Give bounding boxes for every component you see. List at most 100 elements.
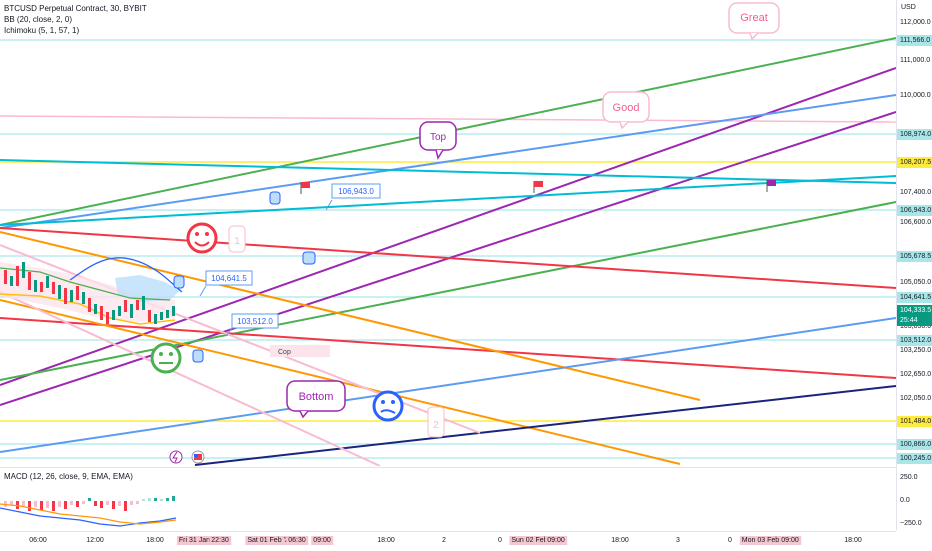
horizontal-levels — [0, 39, 896, 459]
trendline-red-lower — [0, 317, 896, 379]
time-label: 2 — [442, 537, 446, 544]
macd-pane[interactable] — [0, 468, 896, 530]
macd-axis-label: −250.0 — [900, 520, 922, 527]
great-bubble[interactable]: Great — [728, 2, 780, 41]
top-label: Top — [430, 132, 447, 143]
price-label: 105,050.0 — [900, 279, 932, 286]
price-tag[interactable]: 111,566.0 — [897, 35, 932, 46]
flag-icon-purple[interactable] — [766, 180, 776, 192]
price-tag[interactable]: 101,484.0 — [897, 416, 932, 427]
trendline-purple-upper — [0, 67, 896, 386]
ichimoku-cloud — [115, 275, 180, 302]
pane-separator[interactable] — [0, 467, 932, 468]
marker-1[interactable]: 1 — [228, 225, 246, 253]
svg-text:103,512.0: 103,512.0 — [237, 317, 273, 326]
trendline-blue-upper — [0, 94, 896, 229]
price-tag[interactable]: 100,866.0 — [897, 439, 932, 450]
trendline-red-upper — [0, 227, 896, 289]
callout-104641[interactable]: 104,641.5 — [199, 270, 253, 297]
price-tag[interactable]: 104,333.5 — [897, 305, 932, 316]
great-label: Great — [740, 12, 768, 24]
price-label: 106,600.0 — [900, 219, 932, 226]
time-label: 12:00 — [86, 537, 104, 544]
trendline-teal-falling — [0, 159, 896, 184]
macd-legend[interactable]: MACD (12, 26, close, 9, EMA, EMA) — [4, 471, 133, 482]
symbol-title[interactable]: BTCUSD Perpetual Contract, 30, BYBIT — [4, 4, 147, 13]
svg-text:2: 2 — [433, 420, 439, 431]
trendline-teal-rising — [0, 175, 896, 226]
top-bubble[interactable]: Top — [419, 121, 457, 160]
trendline-orange-upper — [0, 231, 701, 401]
time-label: 18:00 — [844, 537, 862, 544]
time-label: Sat 01 Feb '25 — [245, 536, 295, 545]
cop-label-box[interactable]: Cop — [270, 345, 330, 357]
price-label: 107,400.0 — [900, 189, 932, 196]
ichimoku-indicator-label[interactable]: Ichimoku (5, 1, 57, 1) — [4, 26, 80, 35]
main-chart-canvas[interactable]: Great Good Top Bottom 106,943.0 104,641.… — [0, 0, 896, 466]
price-label: 112,000.0 — [900, 19, 931, 26]
thumb-icon-1[interactable] — [269, 191, 281, 205]
bottom-bubble[interactable]: Bottom — [286, 380, 346, 419]
macd-axis-label: 0.0 — [900, 497, 910, 504]
time-label: 09:00 — [779, 536, 801, 545]
macd-line — [0, 507, 177, 527]
thumb-icon-2[interactable] — [302, 251, 316, 265]
trend-lines[interactable] — [0, 37, 896, 466]
bb-upper — [0, 267, 171, 301]
price-label: 102,050.0 — [900, 395, 932, 402]
confused-face-icon[interactable] — [372, 390, 404, 422]
trendline-blue-lower — [0, 317, 896, 453]
flag-icon-red-1[interactable] — [300, 182, 310, 194]
price-tag[interactable]: 104,641.5 — [897, 292, 932, 303]
price-candles — [0, 257, 183, 325]
price-tag[interactable]: 105,678.5 — [897, 251, 932, 262]
time-label: 3 — [676, 537, 680, 544]
signal-line — [0, 503, 177, 525]
time-label: 0 — [498, 537, 502, 544]
trendline-green-lower — [0, 201, 896, 381]
price-tag[interactable]: 108,207.5 — [897, 157, 932, 168]
callout-106943[interactable]: 106,943.0 — [325, 183, 381, 211]
bb-indicator-label[interactable]: BB (20, close, 2, 0) — [4, 15, 73, 24]
neutral-face-icon[interactable] — [150, 342, 182, 374]
time-label: Sun 02 Feb '25 — [509, 536, 561, 545]
price-tag[interactable]: 108,974.0 — [897, 129, 932, 140]
price-tag[interactable]: 100,245.0 — [897, 453, 932, 464]
price-tag[interactable]: 25:44 — [897, 315, 932, 326]
lightning-event-icon[interactable] — [169, 450, 183, 464]
time-label: 06:30 — [286, 536, 308, 545]
chart-legend: BTCUSD Perpetual Contract, 30, BYBIT BB … — [4, 3, 147, 36]
marker-2[interactable]: 2 — [427, 406, 445, 438]
macd-histogram — [4, 496, 175, 511]
flag-icon-red-2[interactable] — [533, 181, 543, 193]
price-axis[interactable]: USD — [896, 0, 932, 530]
good-bubble[interactable]: Good — [602, 91, 650, 130]
time-label: 18:00 — [377, 537, 395, 544]
price-label: 111,000.0 — [900, 57, 931, 64]
price-label: 102,650.0 — [900, 371, 932, 378]
price-label: 103,850.0 — [900, 323, 932, 330]
us-flag-event-icon[interactable] — [191, 450, 205, 464]
good-label: Good — [613, 102, 640, 114]
candles-bodies — [4, 262, 175, 324]
time-label: 06:00 — [29, 537, 47, 544]
thumb-icon-4[interactable] — [192, 349, 204, 363]
time-label: 09:00 — [311, 536, 333, 545]
currency-label: USD — [901, 4, 916, 11]
time-label: 09:00 — [545, 536, 567, 545]
thumb-icon-3[interactable] — [173, 275, 185, 289]
price-label: 103,250.0 — [900, 347, 932, 354]
svg-text:104,641.5: 104,641.5 — [211, 274, 247, 283]
price-tag[interactable]: 103,512.0 — [897, 335, 932, 346]
macd-axis-label: 250.0 — [900, 474, 918, 481]
happy-face-icon[interactable] — [186, 222, 218, 254]
callout-103512[interactable]: 103,512.0 — [225, 313, 279, 337]
trendline-navy — [194, 385, 896, 466]
price-label: 110,000.0 — [900, 92, 931, 99]
svg-text:1: 1 — [234, 236, 240, 247]
time-label: 22:30 — [209, 536, 231, 545]
macd-label[interactable]: MACD (12, 26, close, 9, EMA, EMA) — [4, 472, 133, 481]
price-tag[interactable]: 106,943.0 — [897, 205, 932, 216]
time-axis[interactable]: 06:00 12:00 18:00 Fri 31 Jan '25 22:30 Sat 01… — [0, 531, 896, 551]
level-line-pink — [0, 115, 896, 123]
